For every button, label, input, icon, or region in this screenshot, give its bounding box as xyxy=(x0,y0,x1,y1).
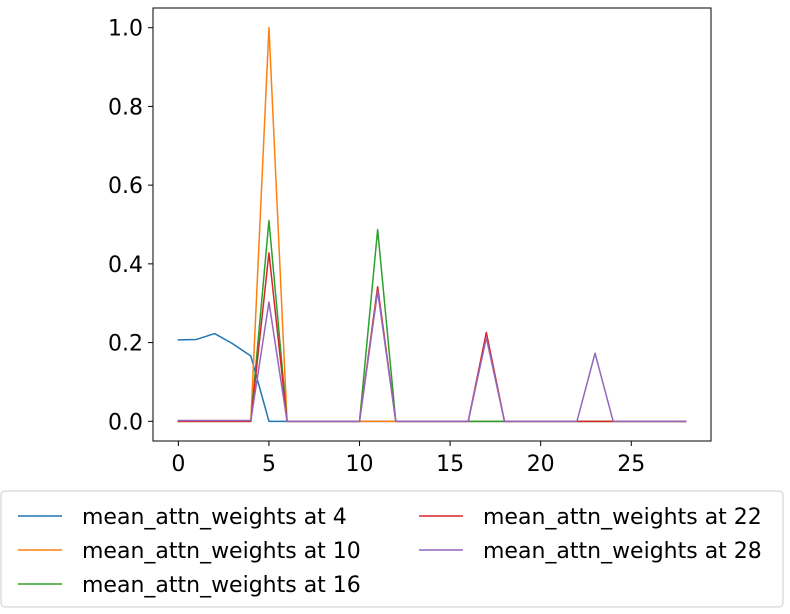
x-tick-label: 15 xyxy=(436,452,464,477)
y-tick-label: 0.4 xyxy=(108,253,143,278)
y-tick-label: 0.0 xyxy=(108,410,143,435)
legend-item: mean_attn_weights at 28 xyxy=(419,539,762,564)
legend-label: mean_attn_weights at 22 xyxy=(483,505,762,530)
legend-item: mean_attn_weights at 4 xyxy=(18,505,347,530)
axes-frame xyxy=(152,7,712,442)
legend-label: mean_attn_weights at 4 xyxy=(82,505,347,530)
series-line-4 xyxy=(177,290,687,423)
y-tick-label: 0.2 xyxy=(108,332,143,357)
x-tick-label: 10 xyxy=(346,452,374,477)
x-axis: 0 5 10 15 20 25 xyxy=(171,441,645,477)
legend-item: mean_attn_weights at 10 xyxy=(18,539,361,564)
legend-frame xyxy=(0,490,784,608)
legend-item: mean_attn_weights at 22 xyxy=(419,505,762,530)
legend-label: mean_attn_weights at 28 xyxy=(483,539,762,564)
x-tick-label: 20 xyxy=(527,452,555,477)
y-tick-label: 1.0 xyxy=(108,17,143,42)
axes-background xyxy=(153,8,711,441)
legend-item: mean_attn_weights at 16 xyxy=(18,573,361,598)
legend-items: mean_attn_weights at 4 mean_attn_weights … xyxy=(18,505,762,598)
x-tick-label: 25 xyxy=(617,452,645,477)
x-tick-label: 5 xyxy=(262,452,276,477)
y-tick-label: 0.8 xyxy=(108,95,143,120)
y-axis: 0.0 0.2 0.4 0.6 0.8 1.0 xyxy=(108,17,153,435)
plot-area xyxy=(152,7,712,442)
legend-label: mean_attn_weights at 16 xyxy=(82,573,361,598)
legend-label: mean_attn_weights at 10 xyxy=(82,539,361,564)
x-tick-label: 0 xyxy=(171,452,185,477)
series-layer xyxy=(177,26,687,423)
legend: mean_attn_weights at 4 mean_attn_weights … xyxy=(0,490,784,608)
y-tick-label: 0.6 xyxy=(108,174,143,199)
